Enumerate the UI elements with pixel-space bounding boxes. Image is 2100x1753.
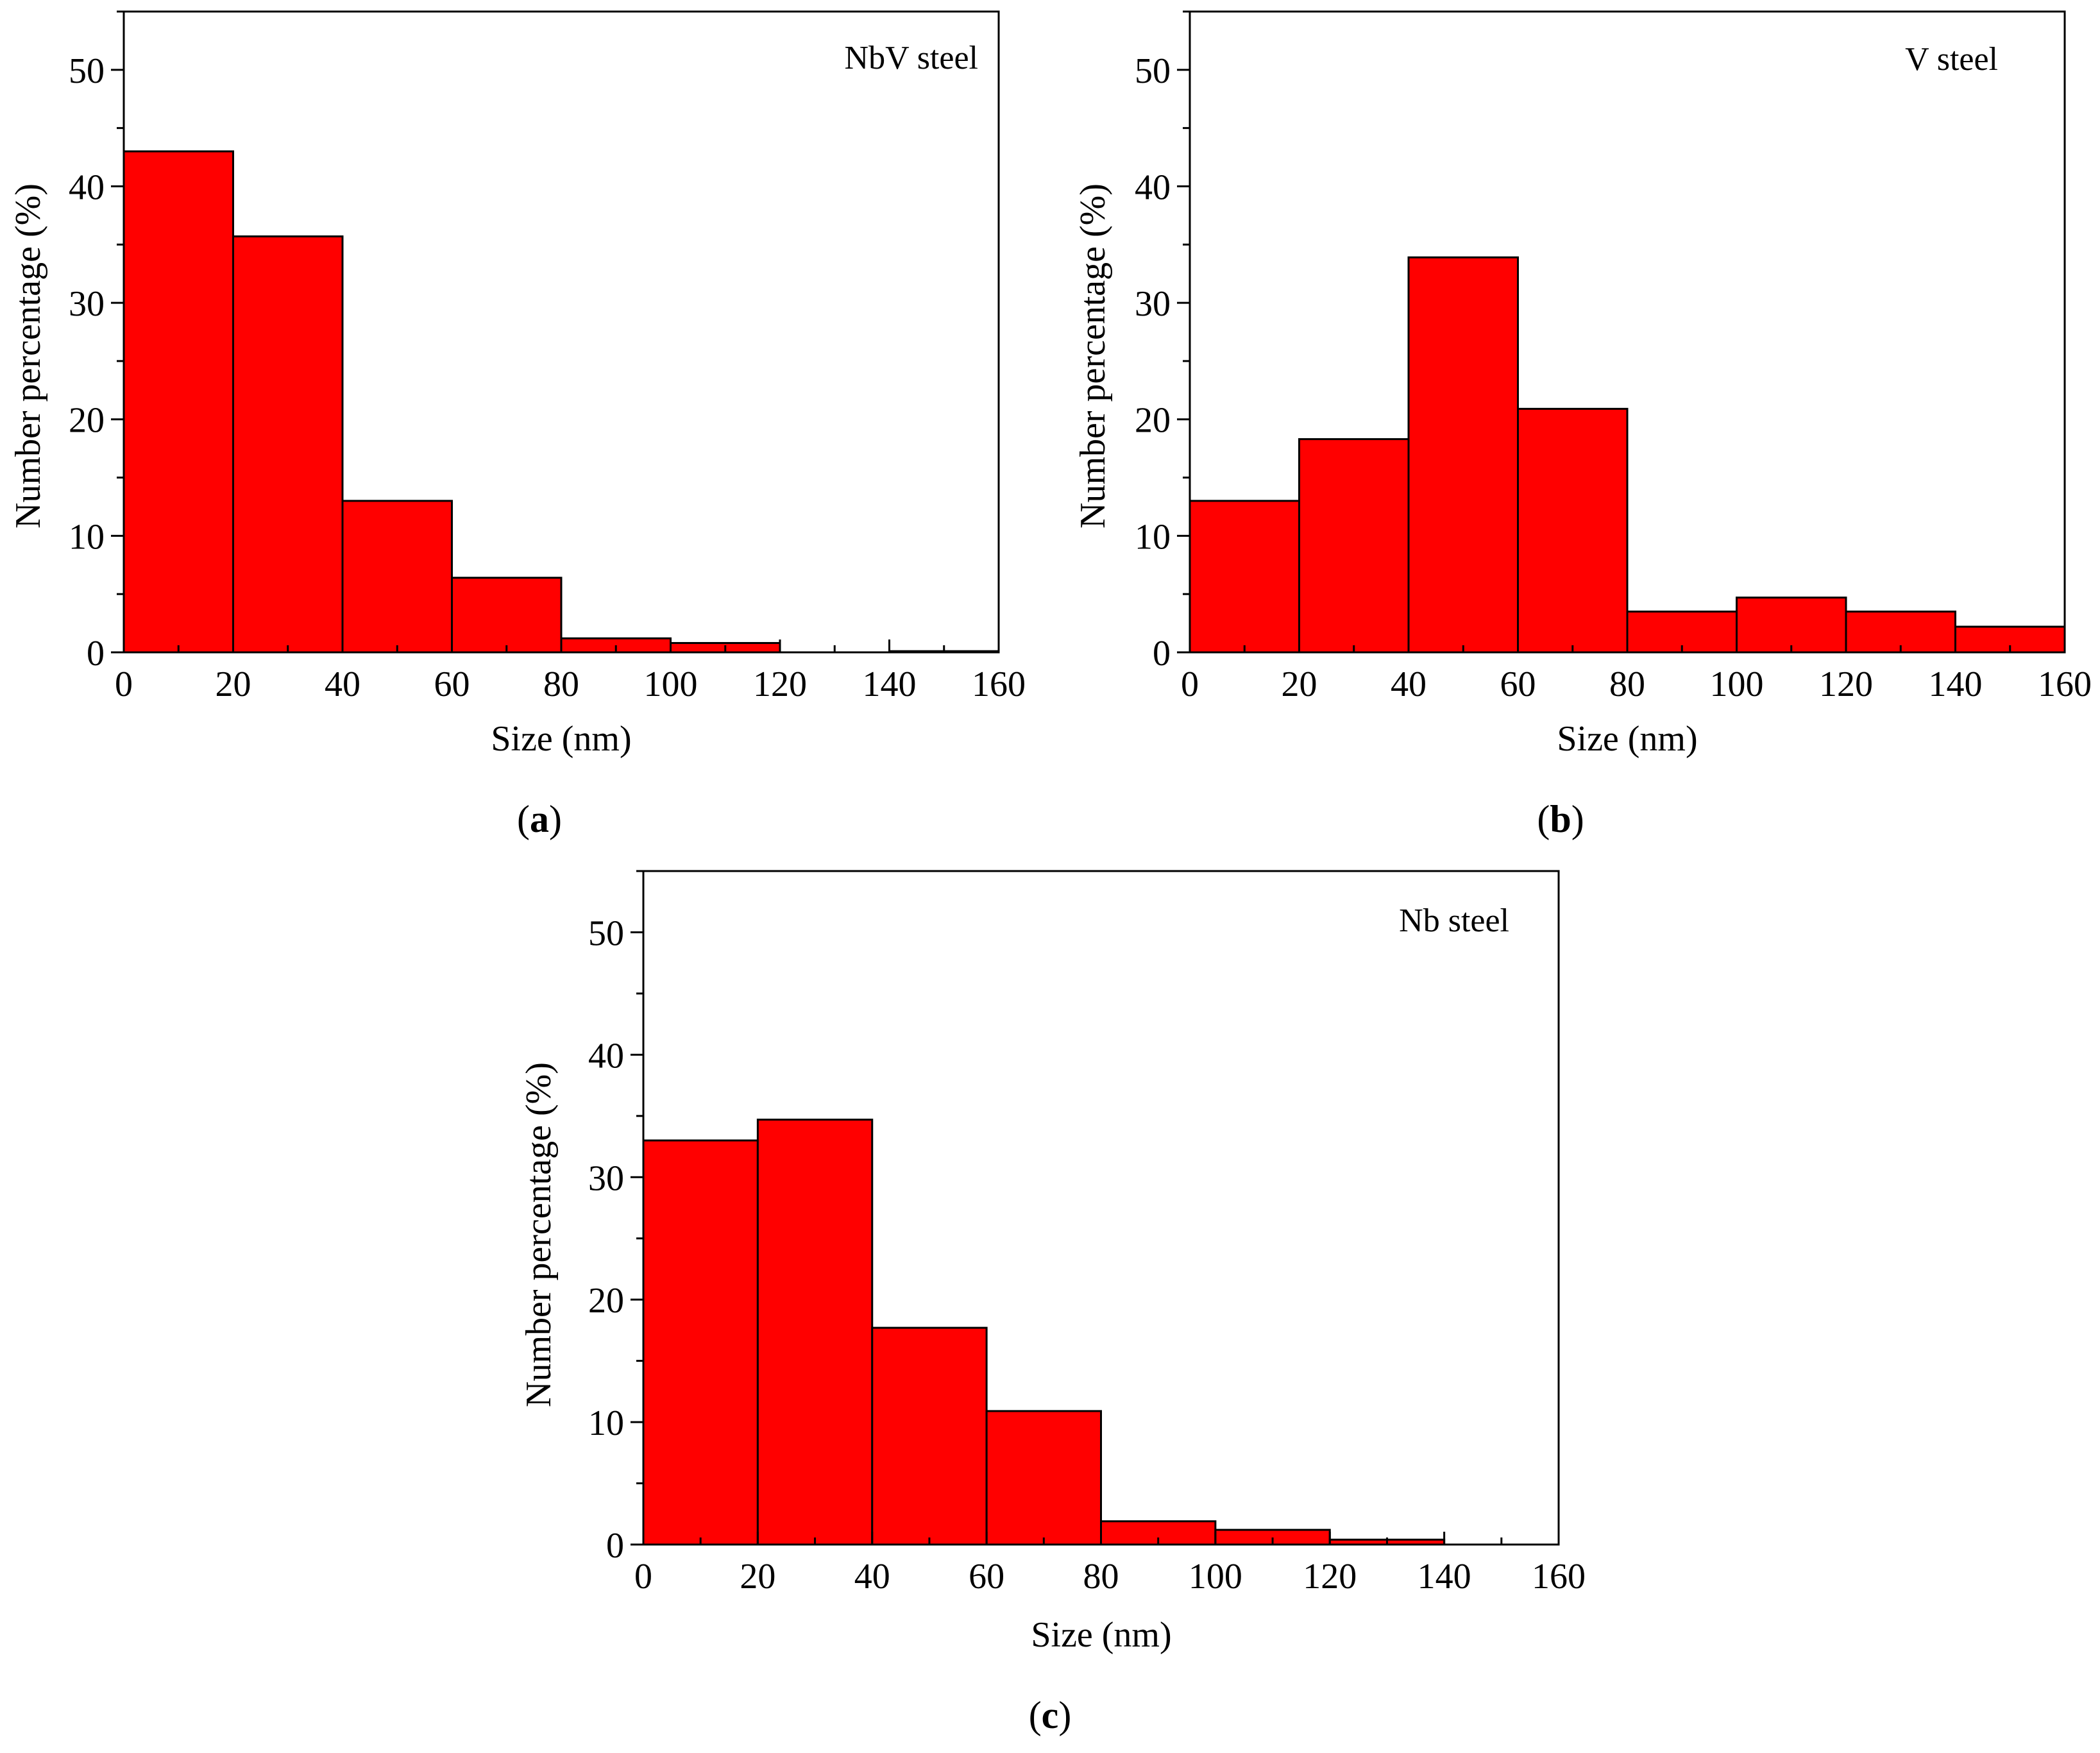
panel-b-bar-1 (1298, 438, 1410, 654)
panel-b-label: (b) (1537, 798, 1584, 840)
panel-b-xtick-label-1: 20 (1282, 665, 1317, 704)
panel-a-xtick-label-3: 60 (434, 665, 470, 704)
panel-c-axes: 0 20 40 60 80 100 120 140 160 0 10 20 30 40 50 (588, 870, 1586, 1596)
panel-c-xlabel: Size (nm) (1031, 1615, 1171, 1655)
panel-c-bar-0 (642, 1139, 759, 1546)
panel-a-label-close: ) (549, 798, 562, 840)
panel-c-xtick-label-5: 100 (1189, 1557, 1242, 1596)
panel-a-ytick-label-0: 0 (87, 634, 105, 673)
panel-a-bar-0 (123, 150, 234, 654)
panel-b-xtick-label-2: 40 (1391, 665, 1427, 704)
panel-c-bar-2 (871, 1326, 988, 1546)
panel-a-xtick-label-2: 40 (325, 665, 360, 704)
panel-a-ytick-label-1: 10 (69, 517, 105, 557)
panel-c-ytick-label-1: 10 (588, 1403, 624, 1443)
panel-b-annotation: V steel (1905, 41, 1998, 78)
panel-a-ylabel: Number percentage (%) (8, 183, 48, 529)
panel-a-xlabel: Size (nm) (491, 719, 631, 759)
panel-b-xtick-label-7: 140 (1929, 665, 1983, 704)
panel-b-xtick-label-8: 160 (2038, 665, 2092, 704)
panel-c-xtick-label-2: 40 (854, 1557, 890, 1596)
panel-a-label-letter: a (530, 798, 549, 840)
panel-c-annotation: Nb steel (1399, 902, 1509, 939)
panel-b-bar-3 (1517, 407, 1629, 654)
panel-c-ytick-label-4: 40 (588, 1036, 624, 1076)
panel-b-xtick-label-4: 80 (1609, 665, 1645, 704)
panel-b-ytick-label-4: 40 (1135, 167, 1171, 207)
panel-c-ytick-label-5: 50 (588, 913, 624, 953)
panel-a-label-open: ( (517, 798, 530, 840)
panel-c-label: (c) (1029, 1694, 1072, 1736)
panel-c-label-letter: c (1042, 1694, 1059, 1736)
panel-a-xtick-label-4: 80 (543, 665, 579, 704)
panel-a-ytick-label-2: 20 (69, 401, 105, 441)
panel-b-bar-6 (1845, 610, 1956, 654)
panel-a-bars (123, 150, 1000, 654)
panel-b-xtick-label-5: 100 (1710, 665, 1764, 704)
panel-c-bars (642, 1119, 1446, 1546)
panel-b-xtick-label-0: 0 (1181, 665, 1199, 704)
panel-a-label: (a) (517, 798, 562, 840)
panel-c-xtick-label-1: 20 (740, 1557, 775, 1596)
panel-a-bar-3 (451, 577, 563, 654)
panel-c-xtick-label-0: 0 (634, 1557, 652, 1596)
panel-a-bar-2 (341, 500, 453, 654)
panel-a-annotation: NbV steel (845, 40, 978, 76)
panel-c-label-close: ) (1058, 1694, 1071, 1736)
panel-a-xtick-label-1: 20 (216, 665, 251, 704)
panel-c-bar-3 (985, 1410, 1102, 1546)
panel-b-bar-0 (1189, 500, 1300, 654)
panel-c-ylabel: Number percentage (%) (519, 1062, 559, 1407)
panel-a-xtick-label-5: 100 (644, 665, 698, 704)
panel-b: 0 20 40 60 80 100 120 140 160 0 10 20 30 40 50 V steel… (1073, 10, 2092, 840)
panel-c-xtick-label-6: 120 (1303, 1557, 1357, 1596)
panel-a-ytick-label-4: 40 (69, 167, 105, 207)
panel-b-label-open: ( (1537, 798, 1550, 840)
panel-b-ylabel: Number percentage (%) (1073, 183, 1113, 529)
panel-b-ytick-label-2: 20 (1135, 401, 1171, 441)
panel-a-ytick-label-3: 30 (69, 284, 105, 324)
panel-c-bar-1 (756, 1119, 874, 1546)
panel-b-bar-2 (1407, 256, 1519, 654)
panel-b-ytick-label-5: 50 (1135, 51, 1171, 91)
panel-b-label-letter: b (1550, 798, 1571, 840)
panel-a: 0 20 40 60 80 100 120 140 160 0 10 20 30 40 50 NbV ste… (8, 10, 1026, 840)
panel-b-ytick-label-1: 10 (1135, 517, 1171, 557)
panel-a-xtick-label-7: 140 (863, 665, 917, 704)
panel-c-ytick-label-0: 0 (606, 1526, 624, 1566)
panel-b-ytick-label-0: 0 (1153, 634, 1171, 673)
panel-a-xtick-label-6: 120 (753, 665, 807, 704)
panel-c-ytick-label-3: 30 (588, 1158, 624, 1198)
panel-a-axes: 0 20 40 60 80 100 120 140 160 0 10 20 30 40 50 (69, 10, 1026, 704)
panel-c-xtick-label-7: 140 (1418, 1557, 1471, 1596)
panel-b-xtick-label-6: 120 (1819, 665, 1873, 704)
panel-c-label-open: ( (1029, 1694, 1042, 1736)
panel-a-ytick-label-5: 50 (69, 51, 105, 91)
panel-a-bar-1 (232, 235, 344, 654)
panel-b-bar-5 (1736, 597, 1847, 654)
panel-b-ytick-label-3: 30 (1135, 284, 1171, 324)
panel-c: 0 20 40 60 80 100 120 140 160 0 10 20 30 40 50 Nb stee… (519, 870, 1586, 1736)
panel-c-xtick-label-3: 60 (969, 1557, 1004, 1596)
panel-a-xtick-label-0: 0 (115, 665, 133, 704)
panel-c-xtick-label-8: 160 (1532, 1557, 1586, 1596)
panel-b-xlabel: Size (nm) (1557, 719, 1697, 759)
panel-c-ytick-label-2: 20 (588, 1281, 624, 1321)
panel-b-xtick-label-3: 60 (1500, 665, 1536, 704)
panel-a-xtick-label-8: 160 (972, 665, 1026, 704)
panel-b-axes: 0 20 40 60 80 100 120 140 160 0 10 20 30 40 50 (1135, 10, 2092, 704)
panel-c-xtick-label-4: 80 (1083, 1557, 1119, 1596)
panel-b-label-close: ) (1571, 798, 1584, 840)
